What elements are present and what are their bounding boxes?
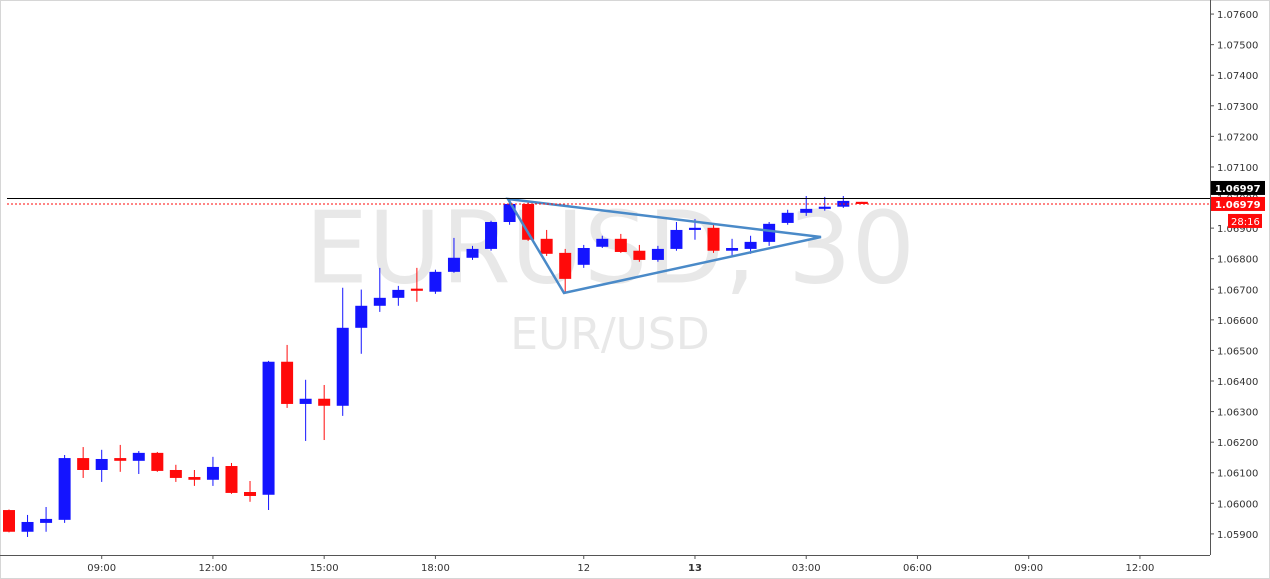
y-tick-label: 1.06100 xyxy=(1217,469,1258,480)
candle-body xyxy=(447,257,460,272)
y-tick-label: 1.05900 xyxy=(1217,530,1258,541)
candle-body xyxy=(707,227,720,251)
candle-body xyxy=(596,238,609,247)
price-line-box xyxy=(1211,180,1265,195)
price-line-label: 1.06997 xyxy=(1215,184,1261,195)
candle-body xyxy=(77,458,90,470)
candle-body xyxy=(169,469,182,478)
x-tick-label: 13 xyxy=(688,563,702,574)
y-tick-label: 1.06700 xyxy=(1217,285,1258,296)
candle-body xyxy=(781,212,794,223)
candle-body xyxy=(392,289,405,298)
candle-body xyxy=(410,288,423,291)
candle-body xyxy=(651,248,664,260)
candle-body xyxy=(466,248,479,258)
candle-body xyxy=(188,477,201,480)
candle-body xyxy=(522,203,535,240)
candle-body xyxy=(336,327,349,406)
x-tick-label: 06:00 xyxy=(903,563,932,574)
candle-body xyxy=(281,361,294,404)
last-price-box xyxy=(1211,196,1265,211)
watermark-subtitle: EUR/USD xyxy=(510,309,709,360)
candle-body xyxy=(855,201,868,204)
candle-body xyxy=(373,297,386,306)
y-tick-label: 1.06000 xyxy=(1217,499,1258,510)
x-tick-label: 03:00 xyxy=(792,563,821,574)
candle-body xyxy=(299,398,312,404)
candle-body xyxy=(21,521,34,532)
candle-body xyxy=(688,227,701,230)
candle-body xyxy=(262,361,275,495)
x-tick-label: 12 xyxy=(577,563,590,574)
candle-body xyxy=(244,492,257,496)
x-tick-label: 09:00 xyxy=(1014,563,1043,574)
candle-body xyxy=(633,250,646,260)
candle-body xyxy=(151,452,164,471)
y-tick-label: 1.07500 xyxy=(1217,41,1258,52)
candle-body xyxy=(763,223,776,242)
x-tick-label: 18:00 xyxy=(421,563,450,574)
candle-body xyxy=(726,247,739,251)
y-tick-label: 1.07200 xyxy=(1217,132,1258,143)
candles xyxy=(3,196,868,537)
candle-body xyxy=(540,238,553,254)
candle-body xyxy=(40,518,53,523)
countdown-box xyxy=(1228,213,1262,228)
candle-body xyxy=(95,458,108,470)
candle-body xyxy=(503,203,516,222)
candle-body xyxy=(58,458,71,520)
x-tick-label: 15:00 xyxy=(310,563,339,574)
y-tick-label: 1.06600 xyxy=(1217,316,1258,327)
countdown-label: 28:16 xyxy=(1231,217,1260,228)
candle-body xyxy=(818,206,831,209)
triangle-drawing xyxy=(505,197,822,295)
candle-body xyxy=(114,458,127,461)
candle-body xyxy=(744,241,757,249)
candle-body xyxy=(429,271,442,292)
y-tick-label: 1.06800 xyxy=(1217,255,1258,266)
candle-body xyxy=(485,222,498,249)
candle-body xyxy=(132,452,145,461)
candle-body xyxy=(225,466,238,493)
candle-body xyxy=(318,398,331,406)
y-tick-label: 1.07600 xyxy=(1217,10,1258,21)
x-tick-label: 12:00 xyxy=(1126,563,1155,574)
candle-body xyxy=(355,305,368,328)
candle-body xyxy=(614,238,627,252)
y-tick-label: 1.06900 xyxy=(1217,224,1258,235)
candle-body xyxy=(800,208,813,213)
y-tick-label: 1.06300 xyxy=(1217,408,1258,419)
candle-body xyxy=(559,252,572,279)
candle-body xyxy=(206,466,219,480)
candle-body xyxy=(577,247,590,265)
y-tick-label: 1.06200 xyxy=(1217,438,1258,449)
y-tick-label: 1.07100 xyxy=(1217,163,1258,174)
candle-body xyxy=(3,510,15,532)
y-tick-label: 1.06500 xyxy=(1217,346,1258,357)
y-tick-label: 1.07300 xyxy=(1217,102,1258,113)
y-tick-label: 1.07400 xyxy=(1217,71,1258,82)
x-tick-label: 09:00 xyxy=(87,563,116,574)
last-price-label: 1.06979 xyxy=(1215,200,1261,211)
candle-body xyxy=(670,229,683,249)
x-tick-label: 12:00 xyxy=(199,563,228,574)
y-tick-label: 1.06400 xyxy=(1217,377,1258,388)
watermark-title: EURUSD, 30 xyxy=(305,189,915,306)
